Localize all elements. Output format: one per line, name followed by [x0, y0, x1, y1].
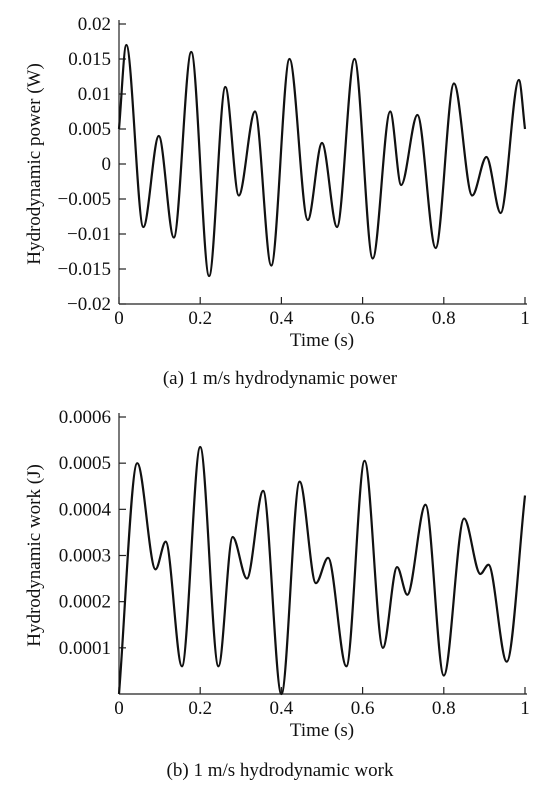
y-tick-label: 0.0002 [59, 592, 111, 613]
y-tick-label: 0.0001 [59, 638, 111, 659]
work-chart-caption: (b) 1 m/s hydrodynamic work [166, 760, 394, 781]
x-axis-title: Time (s) [290, 720, 354, 741]
x-tick-label: 0 [114, 308, 124, 329]
y-tick-label: 0.0006 [59, 407, 111, 428]
x-tick-label: 0.8 [432, 308, 456, 329]
y-tick-label: 0.005 [68, 119, 111, 140]
x-tick-label: 0 [114, 698, 124, 719]
x-tick-label: 0.2 [188, 308, 212, 329]
x-tick-label: 0.4 [270, 698, 294, 719]
y-tick-label: 0.0004 [59, 499, 112, 520]
x-tick-label: 0.8 [432, 698, 456, 719]
x-tick-label: 1 [520, 308, 530, 329]
work-chart-panel: 0 0.2 0.4 0.6 0.8 1 0.0001 0.0002 0.0003 0.0004 0.… [0, 400, 560, 795]
x-tick-label: 0.2 [188, 698, 212, 719]
y-tick-label: 0.0005 [59, 453, 111, 474]
work-chart: 0 0.2 0.4 0.6 0.8 1 0.0001 0.0002 0.0003 0.0004 0.… [24, 407, 530, 741]
x-axis-title: Time (s) [290, 330, 354, 351]
y-tick-label: 0.01 [78, 84, 111, 105]
y-tick-label: −0.01 [67, 224, 111, 245]
power-chart-panel: 0 0.2 0.4 0.6 0.8 1 −0.02 −0.015 −0.01 −0.005 0 0.0… [24, 14, 530, 389]
y-tick-label: 0.02 [78, 14, 111, 35]
x-tick-label: 0.6 [351, 308, 375, 329]
series-line [117, 43, 527, 278]
y-axis-title: Hydrodynamic work (J) [24, 464, 45, 647]
y-tick-label: −0.015 [58, 259, 111, 280]
y-axis-title: Hydrodynamic power (W) [24, 63, 45, 265]
y-tick-label: 0 [102, 154, 112, 175]
power-chart-caption: (a) 1 m/s hydrodynamic power [162, 368, 398, 389]
y-tick-label: −0.02 [67, 294, 111, 315]
series-line [117, 445, 527, 696]
y-tick-label: 0.0003 [59, 546, 111, 567]
x-tick-label: 1 [520, 698, 530, 719]
x-tick-label: 0.6 [351, 698, 375, 719]
x-tick-label: 0.4 [270, 308, 294, 329]
y-tick-label: 0.015 [68, 49, 111, 70]
power-chart: 0 0.2 0.4 0.6 0.8 1 −0.02 −0.015 −0.01 −0.005 0 0.0… [24, 14, 530, 351]
y-tick-label: −0.005 [58, 189, 111, 210]
